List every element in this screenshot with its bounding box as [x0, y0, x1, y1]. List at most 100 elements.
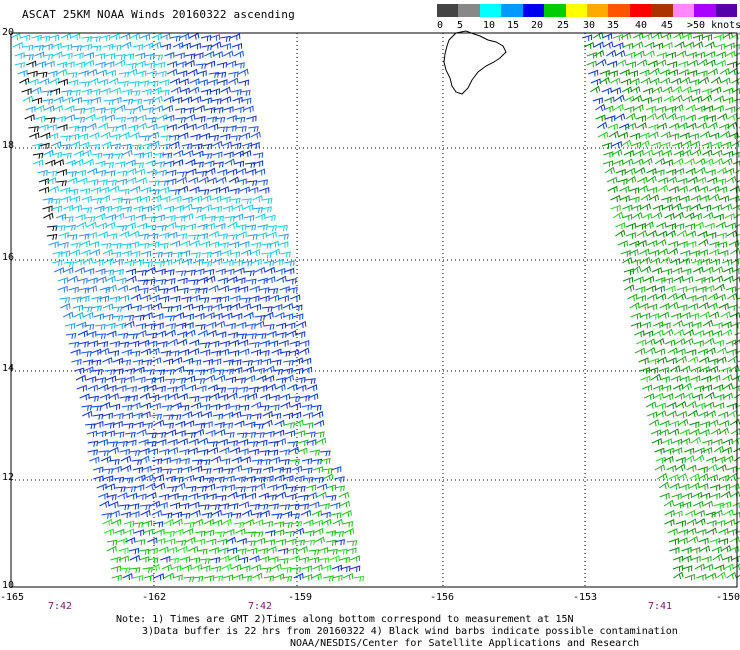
wind-barb — [88, 395, 99, 402]
wind-barb — [662, 277, 673, 284]
wind-barb — [713, 104, 724, 113]
wind-barb — [226, 115, 237, 122]
wind-barb — [60, 195, 71, 203]
wind-barb — [276, 275, 287, 283]
wind-barb — [225, 536, 236, 544]
wind-barb — [178, 348, 190, 356]
wind-barb — [679, 483, 690, 491]
wind-barb — [197, 449, 209, 456]
legend-swatch — [672, 4, 695, 17]
wind-barb — [289, 340, 300, 348]
wind-barb — [685, 167, 696, 175]
wind-barb — [178, 404, 190, 411]
wind-barb — [144, 369, 155, 376]
wind-barb — [136, 428, 147, 436]
wind-barb — [642, 87, 654, 95]
wind-barb — [44, 60, 55, 68]
wind-barb — [201, 251, 212, 258]
wind-barb — [690, 546, 701, 554]
wind-barb — [56, 61, 67, 69]
wind-barb — [181, 296, 192, 303]
wind-barb — [657, 248, 669, 256]
wind-barb — [77, 330, 88, 338]
wind-barb — [273, 529, 285, 536]
wind-barb — [712, 322, 723, 329]
wind-barb — [104, 53, 116, 60]
wind-barb — [155, 330, 167, 338]
legend-swatch — [437, 4, 459, 17]
wind-barb — [652, 86, 663, 94]
wind-barb — [158, 295, 170, 303]
wind-barb — [200, 565, 211, 572]
wind-barb — [14, 62, 25, 69]
wind-barb — [697, 70, 708, 77]
wind-barb — [129, 33, 141, 41]
wind-barb — [171, 402, 182, 410]
wind-barb — [203, 575, 215, 582]
wind-barb — [199, 459, 211, 466]
wind-barb — [654, 348, 666, 356]
wind-barb — [114, 528, 125, 536]
wind-barb — [12, 41, 23, 49]
wind-barb — [187, 279, 199, 286]
wind-barb — [270, 412, 282, 420]
wind-barb — [147, 233, 159, 240]
wind-barb — [228, 503, 239, 510]
wind-barb — [271, 563, 282, 571]
wind-barb — [263, 311, 274, 319]
wind-barb — [724, 167, 735, 175]
wind-barb — [84, 216, 96, 223]
wind-barb — [693, 221, 704, 229]
wind-barb — [99, 194, 111, 202]
wind-barb — [315, 437, 327, 445]
wind-barb — [152, 95, 163, 103]
wind-barb — [219, 555, 230, 563]
wind-barb — [134, 52, 146, 60]
wind-barb — [34, 104, 45, 113]
wind-barb — [224, 528, 235, 536]
wind-barb — [66, 170, 77, 177]
wind-barb — [300, 509, 312, 517]
wind-barb — [117, 492, 128, 500]
wind-barb — [125, 159, 136, 167]
wind-barb — [90, 88, 101, 96]
wind-barb — [163, 518, 174, 526]
wind-barb — [719, 123, 730, 131]
wind-barb — [57, 124, 68, 131]
wind-barb — [670, 365, 681, 373]
wind-barb — [130, 185, 141, 193]
wind-barb — [130, 250, 141, 258]
wind-barb — [246, 333, 257, 340]
wind-barb — [190, 252, 201, 259]
wind-barb — [204, 160, 215, 167]
wind-barb — [680, 365, 691, 373]
wind-barb — [216, 176, 227, 184]
wind-barb — [172, 574, 183, 581]
wind-barb — [224, 475, 235, 483]
wind-barb — [245, 475, 256, 483]
wind-barb — [282, 313, 294, 320]
wind-barb — [666, 176, 678, 184]
wind-barb — [162, 251, 173, 258]
wind-barb — [718, 302, 729, 310]
wind-barb — [640, 77, 651, 85]
wind-barb — [188, 348, 200, 356]
wind-barb — [304, 530, 315, 537]
wind-barb — [164, 530, 175, 537]
wind-barb — [176, 233, 187, 240]
wind-barb — [716, 464, 727, 472]
wind-barb — [297, 545, 308, 554]
wind-barb — [729, 311, 740, 320]
wind-barb — [693, 340, 704, 347]
wind-barb — [205, 429, 216, 437]
wind-barb — [713, 384, 724, 392]
wind-barb — [645, 401, 657, 409]
wind-barb — [43, 212, 54, 220]
hawaii-coastline — [443, 30, 507, 95]
wind-barb — [716, 241, 728, 248]
wind-barb — [263, 575, 275, 582]
wind-barb — [141, 151, 152, 158]
wind-barb — [281, 575, 293, 582]
wind-barb — [235, 486, 246, 493]
wind-barb — [159, 232, 170, 239]
